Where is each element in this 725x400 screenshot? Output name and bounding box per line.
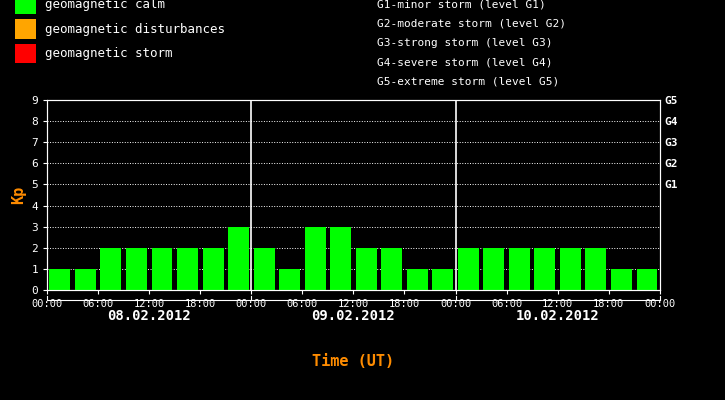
Bar: [330, 227, 351, 290]
Bar: [611, 269, 632, 290]
Bar: [101, 248, 121, 290]
Text: Time (UT): Time (UT): [312, 354, 394, 369]
Bar: [432, 269, 453, 290]
Bar: [560, 248, 581, 290]
Text: G3-strong storm (level G3): G3-strong storm (level G3): [377, 38, 552, 48]
Bar: [14, 44, 36, 63]
Bar: [254, 248, 275, 290]
Bar: [14, 0, 36, 14]
Text: G2-moderate storm (level G2): G2-moderate storm (level G2): [377, 19, 566, 29]
Bar: [49, 269, 70, 290]
Bar: [407, 269, 428, 290]
Bar: [14, 19, 36, 39]
Bar: [228, 227, 249, 290]
Bar: [177, 248, 198, 290]
Bar: [304, 227, 326, 290]
Bar: [202, 248, 223, 290]
Bar: [484, 248, 505, 290]
Bar: [534, 248, 555, 290]
Bar: [381, 248, 402, 290]
Text: geomagnetic calm: geomagnetic calm: [45, 0, 165, 11]
Y-axis label: Kp: Kp: [11, 186, 26, 204]
Bar: [458, 248, 478, 290]
Bar: [586, 248, 606, 290]
Bar: [637, 269, 658, 290]
Text: 10.02.2012: 10.02.2012: [515, 308, 600, 322]
Text: 09.02.2012: 09.02.2012: [312, 308, 395, 322]
Bar: [509, 248, 530, 290]
Text: G4-severe storm (level G4): G4-severe storm (level G4): [377, 58, 552, 68]
Text: G1-minor storm (level G1): G1-minor storm (level G1): [377, 0, 546, 9]
Bar: [356, 248, 377, 290]
Text: G5-extreme storm (level G5): G5-extreme storm (level G5): [377, 77, 559, 87]
Text: geomagnetic disturbances: geomagnetic disturbances: [45, 22, 225, 36]
Bar: [126, 248, 147, 290]
Bar: [279, 269, 300, 290]
Bar: [75, 269, 96, 290]
Text: geomagnetic storm: geomagnetic storm: [45, 47, 173, 60]
Bar: [152, 248, 173, 290]
Text: 08.02.2012: 08.02.2012: [107, 308, 191, 322]
